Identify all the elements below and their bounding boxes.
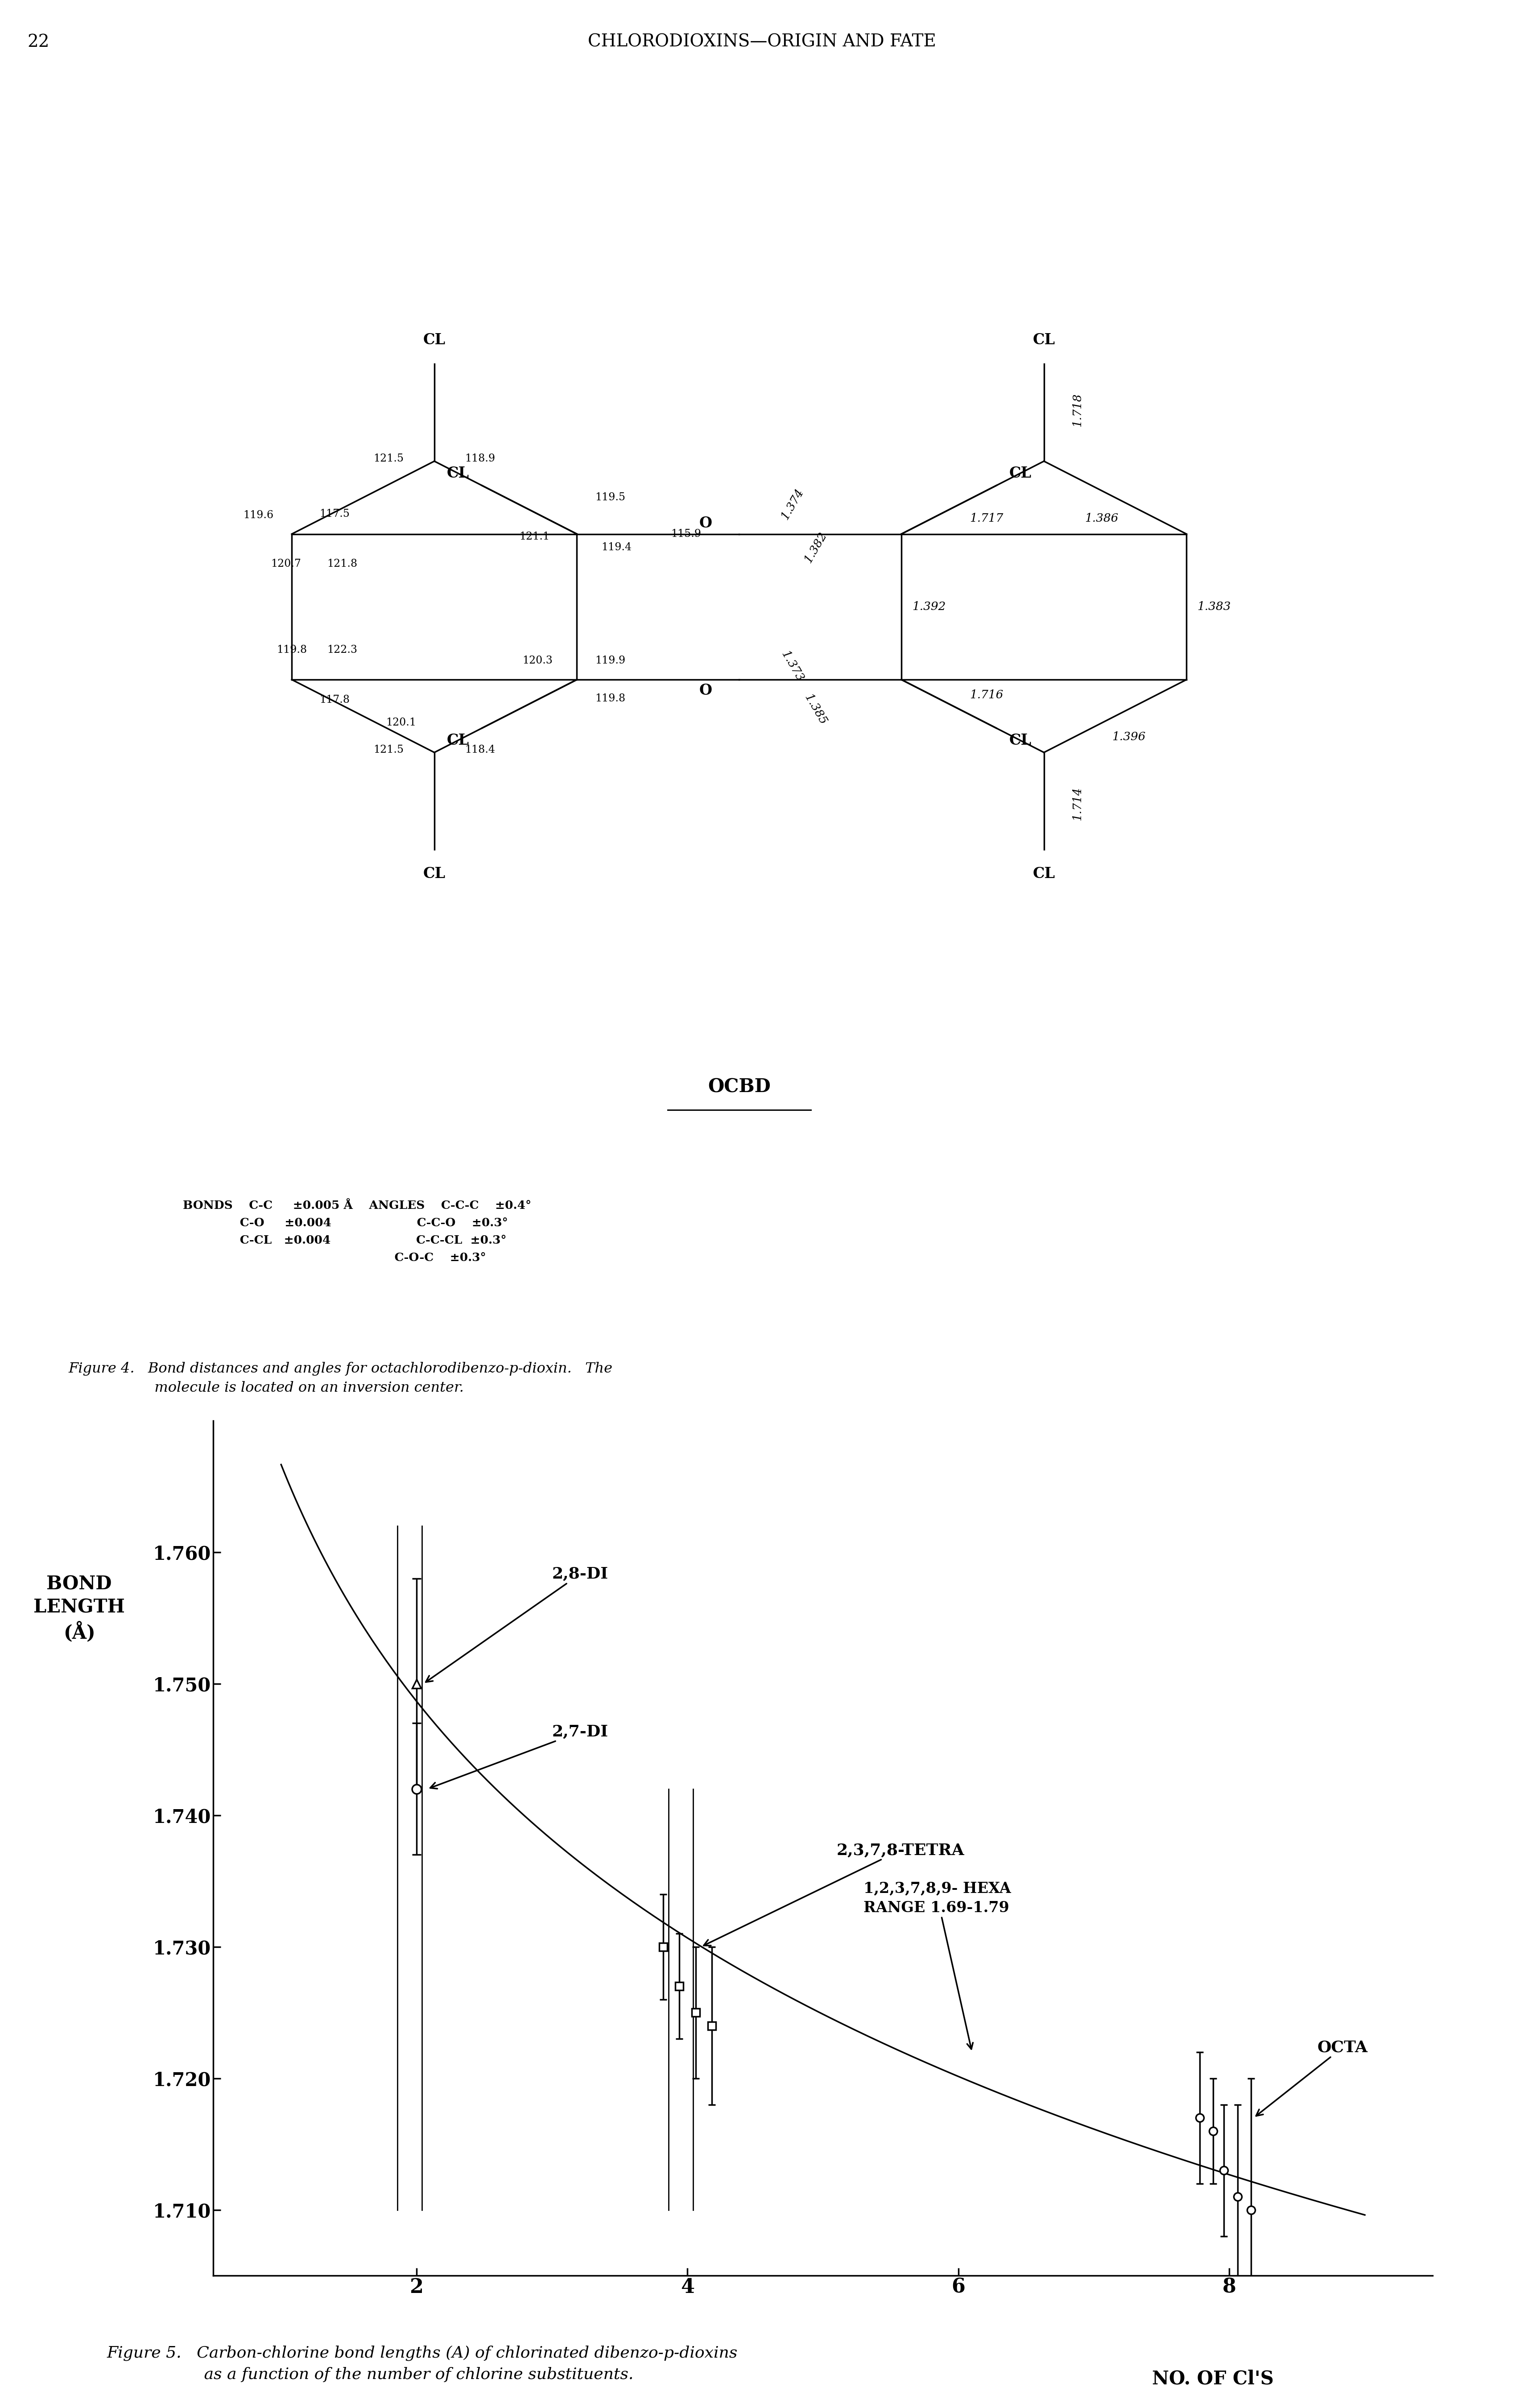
Text: BONDS    C-C     ±0.005 Å    ANGLES    C-C-C    ±0.4°
              C-O     ±0.0: BONDS C-C ±0.005 Å ANGLES C-C-C ±0.4° C-…	[183, 1199, 532, 1264]
Text: CL: CL	[1009, 467, 1032, 482]
Text: 119.8: 119.8	[277, 645, 306, 655]
Text: 121.5: 121.5	[373, 453, 404, 465]
Text: 1.718: 1.718	[1071, 393, 1084, 426]
Text: 1.382: 1.382	[802, 530, 829, 566]
Text: 1,2,3,7,8,9- HEXA
RANGE 1.69-1.79: 1,2,3,7,8,9- HEXA RANGE 1.69-1.79	[864, 1881, 1010, 2049]
Text: 117.8: 117.8	[320, 696, 349, 706]
Text: 119.5: 119.5	[596, 494, 625, 503]
Text: 1.392: 1.392	[911, 602, 945, 612]
Text: 117.5: 117.5	[320, 508, 349, 518]
Text: CL: CL	[1033, 332, 1055, 347]
Text: 1.714: 1.714	[1071, 787, 1084, 821]
Text: 120.7: 120.7	[271, 559, 300, 568]
Text: 119.4: 119.4	[602, 542, 631, 551]
Text: CL: CL	[424, 332, 445, 347]
Text: 2,3,7,8-TETRA: 2,3,7,8-TETRA	[704, 1842, 965, 1946]
Text: 118.4: 118.4	[465, 744, 495, 754]
Text: CL: CL	[1009, 732, 1032, 746]
Text: CL: CL	[447, 732, 469, 746]
Text: 1.396: 1.396	[1113, 732, 1146, 742]
Text: 1.374: 1.374	[779, 486, 806, 523]
Text: 115.9: 115.9	[671, 530, 701, 539]
Text: 1.373: 1.373	[779, 648, 806, 684]
Text: 120.3: 120.3	[523, 655, 552, 667]
Text: 121.1: 121.1	[520, 532, 549, 542]
Text: CL: CL	[1033, 867, 1055, 881]
Text: 2,7-DI: 2,7-DI	[430, 1724, 608, 1789]
Text: CL: CL	[424, 867, 445, 881]
Text: BOND
LENGTH
(Å): BOND LENGTH (Å)	[34, 1575, 125, 1642]
Text: 120.1: 120.1	[386, 718, 416, 727]
Text: 122.3: 122.3	[328, 645, 357, 655]
Text: 1.717: 1.717	[969, 513, 1003, 525]
Text: 1.383: 1.383	[1198, 602, 1231, 612]
Text: CHLORODIOXINS—ORIGIN AND FATE: CHLORODIOXINS—ORIGIN AND FATE	[588, 34, 936, 51]
Text: NO. OF Cl'S: NO. OF Cl'S	[1152, 2369, 1274, 2389]
Text: 119.8: 119.8	[596, 694, 625, 703]
Text: 119.9: 119.9	[596, 655, 625, 667]
Text: OCBD: OCBD	[707, 1076, 771, 1096]
Text: 118.9: 118.9	[465, 453, 495, 465]
Text: 119.6: 119.6	[244, 510, 273, 520]
Text: CL: CL	[447, 467, 469, 482]
Text: 1.716: 1.716	[969, 689, 1003, 701]
Text: Figure 5.   Carbon-chlorine bond lengths (A) of chlorinated dibenzo-p-dioxins
  : Figure 5. Carbon-chlorine bond lengths (…	[107, 2345, 738, 2382]
Text: 1.385: 1.385	[802, 691, 829, 727]
Text: Figure 4.   Bond distances and angles for octachlorodibenzo-p-dioxin.   The
    : Figure 4. Bond distances and angles for …	[69, 1363, 613, 1394]
Text: 2,8-DI: 2,8-DI	[425, 1568, 608, 1683]
Text: 121.8: 121.8	[328, 559, 357, 568]
Text: 121.5: 121.5	[373, 744, 404, 754]
Text: OCTA: OCTA	[1256, 2040, 1369, 2117]
Text: 1.386: 1.386	[1085, 513, 1119, 525]
Text: O: O	[700, 684, 712, 698]
Text: O: O	[700, 515, 712, 530]
Text: 22: 22	[27, 34, 49, 51]
